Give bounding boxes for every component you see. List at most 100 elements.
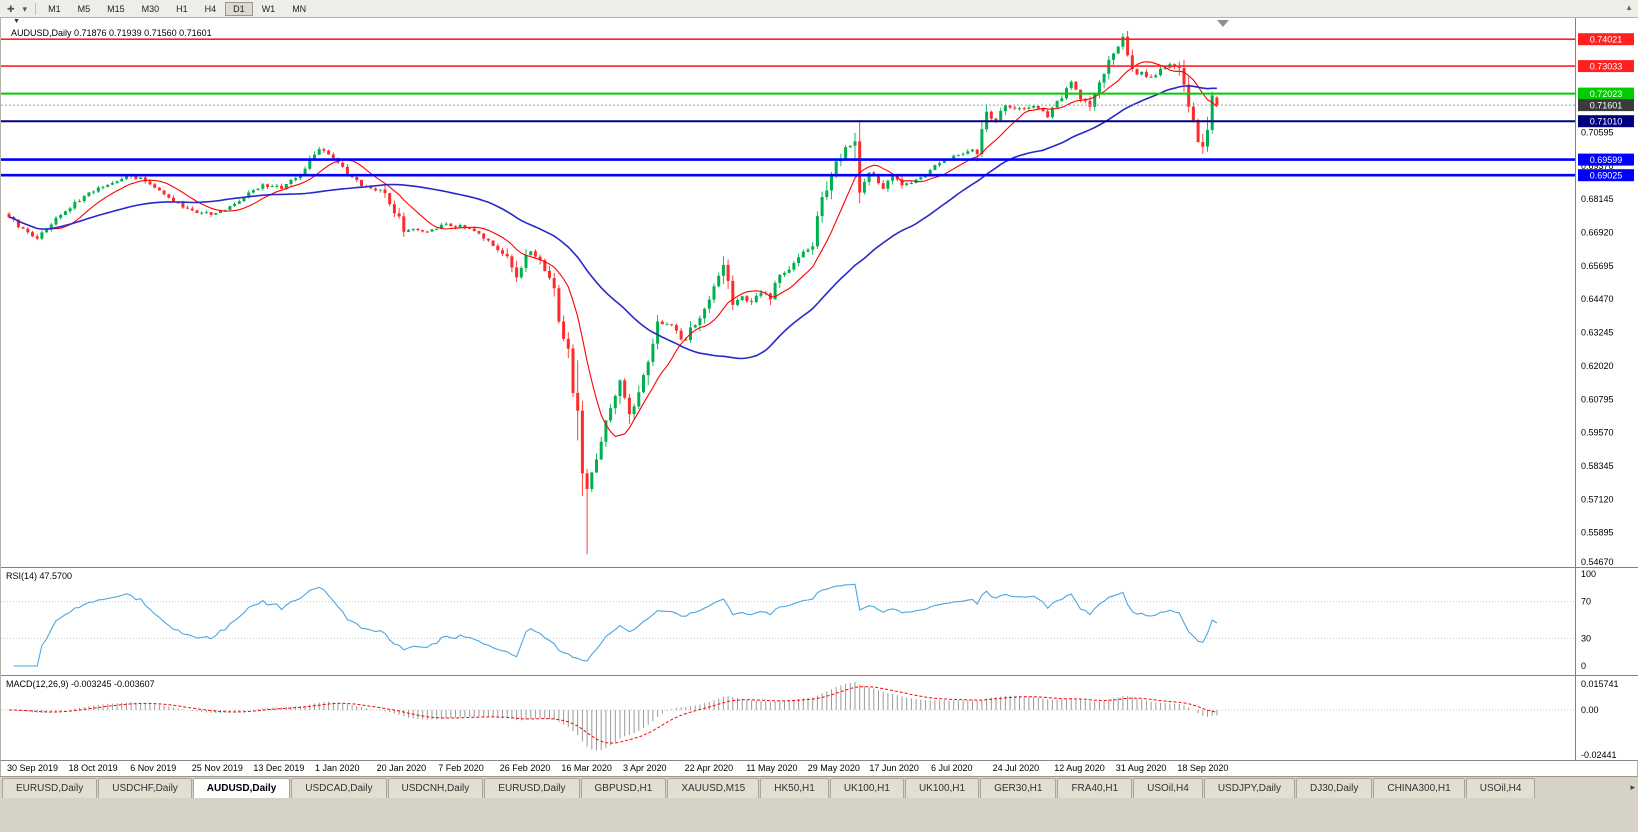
chart-tab-usdcad-daily[interactable]: USDCAD,Daily [291,778,387,798]
time-axis-label: 6 Jul 2020 [931,763,973,773]
chart-window: 0.70595 0.69370 0.68145 0.66920 0.65695 0.644… [0,18,1638,760]
price-tick-label: 0.57120 [1581,494,1614,504]
timeframe-button-m30[interactable]: M30 [141,3,160,14]
macd-axis-label: 0.00 [1581,705,1599,715]
svg-text:0.69599: 0.69599 [1590,155,1623,165]
chart-canvas[interactable]: 0.70595 0.69370 0.68145 0.66920 0.65695 0.644… [1,18,1638,760]
price-tick-label: 0.63245 [1581,328,1614,338]
price-badge: 0.73033 [1578,60,1634,73]
chart-tab-ger30-h1[interactable]: GER30,H1 [980,778,1057,798]
time-axis[interactable]: 30 Sep 2019 18 Oct 2019 6 Nov 2019 25 Nov 2… [0,760,1638,776]
time-axis-label: 6 Nov 2019 [130,763,177,773]
svg-text:0.71601: 0.71601 [1590,101,1623,111]
chart-tab-list: EURUSD,Daily USDCHF,Daily AUDUSD,Daily USDC… [0,777,1638,798]
toolbar-separator [35,2,37,15]
time-axis-label: 17 Jun 2020 [869,763,919,773]
chart-tab-eurusd-daily[interactable]: EURUSD,Daily [484,778,580,798]
price-tick-label: 0.55895 [1581,528,1614,538]
time-axis-label: 18 Sep 2020 [1177,763,1229,773]
price-tick-label: 0.64470 [1581,294,1614,304]
svg-text:0.73033: 0.73033 [1590,62,1623,72]
rsi-level-label: 0 [1581,661,1586,671]
time-axis-label: 20 Jan 2020 [376,763,427,773]
time-axis-label: 18 Oct 2019 [68,763,118,773]
timeframe-button-d1[interactable]: D1 [225,1,253,16]
chart-tab-usoil-h4[interactable]: USOil,H4 [1465,778,1536,798]
rsi-indicator-title: RSI(14) 47.5700 [6,571,73,581]
rsi-level-label: 100 [1581,569,1596,579]
time-axis-label: 26 Feb 2020 [499,763,551,773]
time-axis-label: 24 Jul 2020 [992,763,1040,773]
timeframe-button-m1[interactable]: M1 [48,3,61,14]
timeframe-button-group: M1 M5 M15 M30 H1 H4 D1 W1 MN [40,1,314,16]
timeframe-button-m15[interactable]: M15 [107,3,125,14]
time-axis-label: 29 May 2020 [807,763,860,773]
price-tick-label: 0.59570 [1581,428,1614,438]
price-tick-label: 0.70595 [1581,128,1614,138]
price-tick-label: 0.60795 [1581,394,1614,404]
chart-tab-gbpusd-h1[interactable]: GBPUSD,H1 [580,778,667,798]
timeframe-button-w1[interactable]: W1 [261,3,276,14]
timeframe-button-m5[interactable]: M5 [77,3,91,14]
price-tick-label: 0.66920 [1581,228,1614,238]
price-badge: 0.69025 [1578,169,1634,182]
chart-tab-hk50-h1[interactable]: HK50,H1 [760,778,829,798]
macd-axis-label: -0.02441 [1581,750,1617,760]
time-axis-label: 7 Feb 2020 [438,763,484,773]
time-axis-label: 3 Apr 2020 [623,763,667,773]
time-axis-label: 1 Jan 2020 [315,763,360,773]
macd-indicator-title: MACD(12,26,9) -0.003245 -0.003607 [6,679,155,689]
price-tick-label: 0.54670 [1581,557,1614,567]
macd-axis-label: 0.015741 [1581,679,1619,689]
chart-shift-marker-icon[interactable] [1217,20,1229,27]
price-badge: 0.72023 [1578,87,1634,100]
timeframe-button-h4[interactable]: H4 [204,3,217,14]
svg-text:0.74021: 0.74021 [1590,35,1623,45]
price-badge: 0.69599 [1578,153,1634,166]
chart-tab-xauusd-m15[interactable]: XAUUSD,M15 [667,778,760,798]
timeframe-toolbar: ✚ ▾ M1 M5 M15 M30 H1 H4 D1 W1 MN ▲ [0,0,1638,18]
chart-tab-audusd-daily[interactable]: AUDUSD,Daily [192,778,291,798]
tab-scroll-icon[interactable]: ▸ [1630,782,1635,792]
chart-tab-usdjpy-daily[interactable]: USDJPY,Daily [1203,778,1295,798]
rsi-level-label: 30 [1581,633,1591,643]
price-tick-label: 0.68145 [1581,194,1614,204]
price-badge: 0.74021 [1578,33,1634,46]
crosshair-icon[interactable]: ✚ [7,3,15,14]
chart-tab-usdcnh-daily[interactable]: USDCNH,Daily [387,778,484,798]
price-tick-label: 0.69370 [1581,161,1614,171]
chart-tab-fra40-h1[interactable]: FRA40,H1 [1057,778,1133,798]
chart-title: AUDUSD,Daily 0.71876 0.71939 0.71560 0.7… [11,28,212,38]
chart-tab-eurusd-daily[interactable]: EURUSD,Daily [2,778,98,798]
time-axis-label: 11 May 2020 [746,763,798,773]
chart-tab-uk100-h1[interactable]: UK100,H1 [829,778,904,798]
time-axis-label: 25 Nov 2019 [191,763,243,773]
chart-tab-bar: EURUSD,Daily USDCHF,Daily AUDUSD,Daily USDC… [0,776,1638,832]
chart-tab-usoil-h4[interactable]: USOil,H4 [1133,778,1203,798]
time-axis-label: 31 Aug 2020 [1115,763,1167,773]
price-tick-label: 0.58345 [1581,461,1614,471]
timeframe-button-mn[interactable]: MN [292,3,307,14]
time-axis-label: 16 Mar 2020 [561,763,612,773]
price-badge: 0.71010 [1578,115,1634,128]
price-badge: 0.71601 [1578,99,1634,112]
price-tick-label: 0.65695 [1581,261,1614,271]
dropdown-icon[interactable]: ▾ [22,3,28,14]
chart-menu-icon[interactable]: ▼ [13,18,20,25]
svg-text:0.72023: 0.72023 [1590,89,1623,99]
time-axis-label: 22 Apr 2020 [684,763,734,773]
timeframe-button-h1[interactable]: H1 [176,3,188,14]
chart-tab-uk100-h1[interactable]: UK100,H1 [904,778,980,798]
chart-tab-dj30-daily[interactable]: DJ30,Daily [1296,778,1373,798]
price-tick-label: 0.62020 [1581,361,1614,371]
rsi-level-label: 70 [1581,597,1591,607]
time-axis-label: 13 Dec 2019 [253,763,305,773]
chart-tab-usdchf-daily[interactable]: USDCHF,Daily [98,778,192,798]
toolbar-scroll-up-icon[interactable]: ▲ [1625,3,1633,12]
svg-text:0.71010: 0.71010 [1590,117,1623,127]
time-axis-label: 30 Sep 2019 [7,763,59,773]
time-axis-label: 12 Aug 2020 [1054,763,1105,773]
chart-tab-china300-h1[interactable]: CHINA300,H1 [1373,778,1465,798]
svg-text:0.69025: 0.69025 [1590,171,1623,181]
